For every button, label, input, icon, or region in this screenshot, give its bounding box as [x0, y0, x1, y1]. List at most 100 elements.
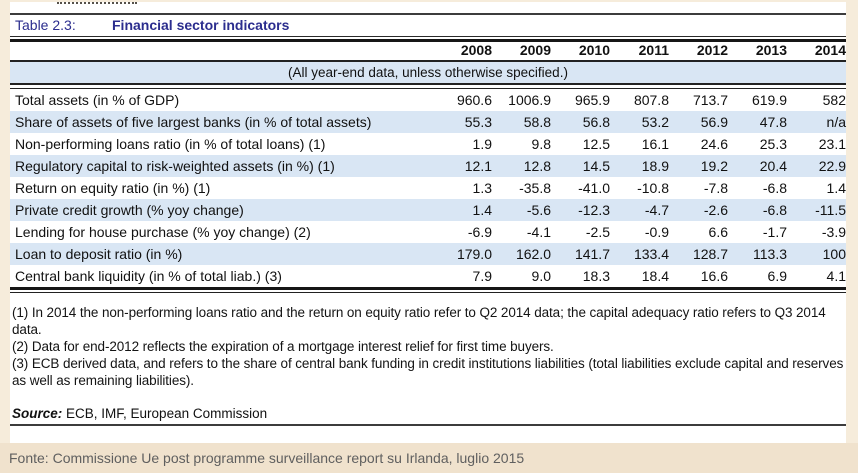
- dotted-line-fragment: [57, 2, 137, 4]
- value-cell: 4.1: [826, 268, 846, 284]
- value-cell: 1.9: [472, 136, 492, 152]
- value-cell: -3.9: [821, 224, 846, 240]
- year-header-cell: 2011: [638, 42, 669, 58]
- value-cell: -2.6: [703, 202, 728, 218]
- table-row: Total assets (in % of GDP) 960.6 1006.9 965…: [10, 89, 846, 111]
- row-label: Private credit growth (% yoy change): [15, 202, 244, 218]
- value-cell: 141.7: [574, 246, 610, 262]
- table-title-row: Table 2.3: Financial sector indicators: [10, 17, 846, 33]
- table-number-label: Table 2.3:: [15, 17, 76, 33]
- row-label: Loan to deposit ratio (in %): [15, 246, 183, 262]
- value-cell: 1.4: [472, 202, 492, 218]
- value-cell: 1.3: [472, 180, 492, 196]
- value-cell: -2.5: [585, 224, 610, 240]
- footnotes-block: (1) In 2014 the non-performing loans rat…: [10, 304, 846, 389]
- value-cell: 24.6: [700, 136, 728, 152]
- subtitle-double-rule: [10, 83, 846, 89]
- value-cell: 56.8: [582, 114, 610, 130]
- value-cell: 55.3: [464, 114, 492, 130]
- value-cell: -6.9: [467, 224, 492, 240]
- value-cell: -35.8: [519, 180, 551, 196]
- year-header-cell: 2012: [696, 42, 728, 58]
- value-cell: 9.0: [531, 268, 551, 284]
- value-cell: 100: [822, 246, 846, 262]
- value-cell: 25.3: [759, 136, 787, 152]
- value-cell: 6.9: [767, 268, 787, 284]
- table-row: Share of assets of five largest banks (i…: [10, 111, 846, 133]
- source-value: ECB, IMF, European Commission: [66, 406, 268, 421]
- value-cell: 6.6: [708, 224, 728, 240]
- table-row: Loan to deposit ratio (in %) 179.0 162.0 14…: [10, 243, 846, 265]
- value-cell: 713.7: [692, 92, 728, 108]
- footnote: (1) In 2014 the non-performing loans rat…: [12, 305, 826, 337]
- value-cell: -7.8: [703, 180, 728, 196]
- value-cell: 113.3: [753, 246, 787, 262]
- value-cell: 9.8: [531, 136, 551, 152]
- value-cell: 18.4: [641, 268, 669, 284]
- year-header-row: 2008 2009 2010 2011 2012 2013 2014: [10, 40, 846, 62]
- table-row: Non-performing loans ratio (in % of tota…: [10, 133, 846, 155]
- value-cell: 12.8: [523, 158, 551, 174]
- value-cell: 53.2: [641, 114, 669, 130]
- row-label: Regulatory capital to risk-weighted asse…: [15, 158, 335, 174]
- value-cell: 965.9: [574, 92, 610, 108]
- value-cell: 16.6: [700, 268, 728, 284]
- value-cell: 582: [822, 92, 846, 108]
- source-label: Source:: [12, 406, 63, 421]
- top-rule: [10, 13, 846, 15]
- financial-indicators-table: 2008 2009 2010 2011 2012 2013 2014 (All year-e…: [10, 40, 846, 426]
- value-cell: 179.0: [456, 246, 492, 262]
- table-bottom-double-rule: [10, 287, 846, 293]
- value-cell: 133.4: [633, 246, 669, 262]
- value-cell: 20.4: [759, 158, 787, 174]
- value-cell: -10.8: [637, 180, 669, 196]
- value-cell: -4.7: [644, 202, 669, 218]
- year-header-cell: 2009: [519, 42, 551, 58]
- table-title: Financial sector indicators: [112, 17, 290, 33]
- value-cell: -5.6: [526, 202, 551, 218]
- value-cell: 56.9: [700, 114, 728, 130]
- row-label: Return on equity ratio (in %) (1): [15, 180, 211, 196]
- value-cell: -41.0: [578, 180, 610, 196]
- row-label: Central bank liquidity (in % of total li…: [15, 268, 282, 284]
- row-label: Non-performing loans ratio (in % of tota…: [15, 136, 326, 152]
- value-cell: 18.3: [582, 268, 610, 284]
- table-body: Total assets (in % of GDP) 960.6 100 6.9 965…: [10, 89, 846, 287]
- table-row: Private credit growth (% yoy change) 1.4 -…: [10, 199, 846, 221]
- value-cell: -6.8: [762, 180, 787, 196]
- value-cell: 807.8: [633, 92, 669, 108]
- source-line: Source: ECB, IMF, European Commission: [10, 405, 846, 422]
- source-rule: [10, 424, 846, 426]
- year-header-cell: 2010: [578, 42, 610, 58]
- value-cell: -11.5: [815, 202, 846, 218]
- footnote: (2) Data for end-2012 reflects the expir…: [12, 339, 554, 354]
- value-cell: 619.9: [751, 92, 787, 108]
- value-cell: -1.7: [762, 224, 787, 240]
- value-cell: -0.9: [644, 224, 669, 240]
- value-cell: 19.2: [700, 158, 728, 174]
- value-cell: 162.0: [515, 246, 551, 262]
- value-cell: 12.1: [464, 158, 492, 174]
- value-cell: 22.9: [818, 158, 846, 174]
- table-row: Regulatory capital to risk-weighted asse…: [10, 155, 846, 177]
- row-label: Share of assets of five largest banks (i…: [15, 114, 372, 130]
- value-cell: 7.9: [472, 268, 492, 284]
- row-label: Lending for house purchase (% yoy change…: [15, 224, 311, 240]
- title-double-rule: [10, 36, 846, 42]
- table-subtitle: (All year-end data, unless otherwise spe…: [10, 62, 846, 83]
- value-cell: 14.5: [582, 158, 610, 174]
- value-cell: 23.1: [818, 136, 846, 152]
- value-cell: 960.6: [456, 92, 492, 108]
- table-row: Return on equity ratio (in %) (1) 1.3 -35.…: [10, 177, 846, 199]
- caption-bar: Fonte: Commissione Ue post programme sur…: [0, 443, 858, 473]
- year-header-cell: 2008: [460, 42, 492, 58]
- year-header-cell: 2013: [755, 42, 787, 58]
- value-cell: 1.4: [826, 180, 846, 196]
- value-cell: 128.7: [692, 246, 728, 262]
- value-cell: 58.8: [523, 114, 551, 130]
- table-row: Central bank liquidity (in % of total li…: [10, 265, 846, 287]
- value-cell: -6.8: [762, 202, 787, 218]
- year-header-cell: 2014: [814, 42, 846, 58]
- row-label: Total assets (in % of GDP): [15, 92, 180, 108]
